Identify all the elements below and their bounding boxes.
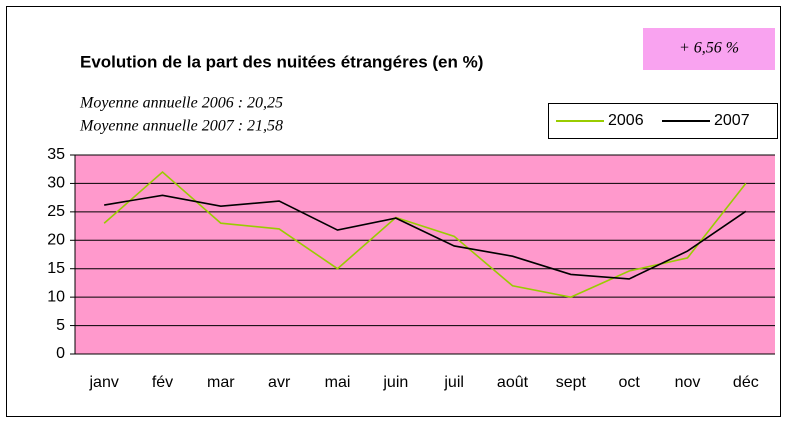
x-tick-label: août bbox=[497, 374, 529, 391]
y-tick-label: 15 bbox=[47, 260, 65, 277]
y-tick-label: 20 bbox=[47, 232, 65, 249]
plot-area bbox=[75, 155, 775, 354]
series-line bbox=[103, 170, 747, 298]
y-tick-label: 35 bbox=[47, 146, 65, 163]
x-tick-label: fév bbox=[152, 374, 173, 391]
x-tick-label: juil bbox=[443, 374, 464, 391]
x-tick-label: mai bbox=[325, 374, 351, 391]
x-tick-label: janv bbox=[88, 374, 118, 391]
x-tick-label: juin bbox=[382, 374, 408, 391]
legend-label: 2006 bbox=[608, 112, 644, 129]
x-tick-label: oct bbox=[618, 374, 640, 391]
x-tick-label: déc bbox=[733, 374, 759, 391]
x-tick-label: avr bbox=[268, 374, 291, 391]
y-tick-label: 25 bbox=[47, 203, 65, 220]
x-tick-label: mar bbox=[207, 374, 235, 391]
x-tick-label: sept bbox=[556, 374, 587, 391]
legend-label: 2007 bbox=[714, 112, 750, 129]
y-tick-label: 10 bbox=[47, 288, 65, 305]
annotation-box bbox=[643, 28, 775, 70]
subtitle: Moyenne annuelle 2007 : 21,58 bbox=[79, 118, 283, 135]
subtitle: Moyenne annuelle 2006 : 20,25 bbox=[79, 95, 283, 112]
series-line bbox=[104, 194, 747, 280]
y-tick-label: 5 bbox=[56, 317, 65, 334]
x-tick-label: nov bbox=[675, 374, 701, 391]
chart-title: Evolution de la part des nuitées étrangé… bbox=[80, 52, 483, 71]
y-tick-label: 0 bbox=[56, 345, 65, 362]
annotation: + 6,56 % bbox=[679, 40, 739, 57]
y-tick-label: 30 bbox=[47, 175, 65, 192]
